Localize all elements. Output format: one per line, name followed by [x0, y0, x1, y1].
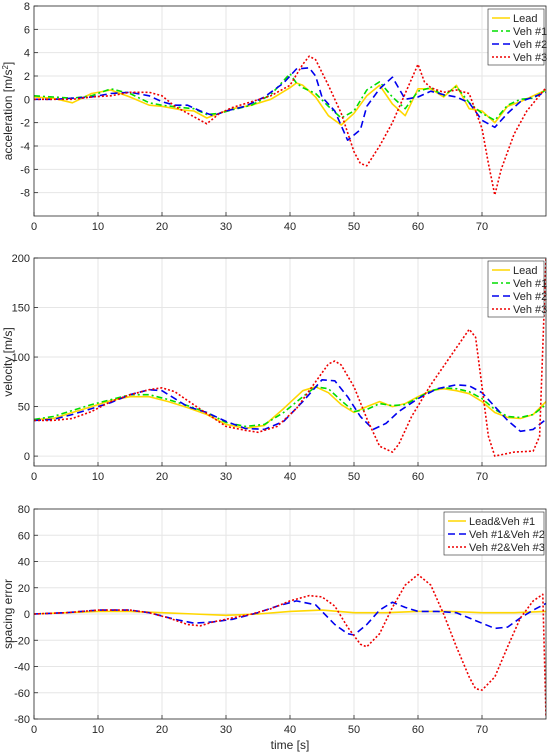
series-line-1: [34, 609, 546, 617]
series-group: [34, 258, 546, 457]
series-group: [34, 55, 546, 196]
y-tick-label: 100: [12, 352, 30, 364]
x-tick-label: 60: [412, 221, 424, 233]
y-tick-label: -40: [14, 662, 30, 674]
y-tick-label: 50: [18, 402, 30, 414]
legend-entry: Lead&Veh #1: [469, 516, 535, 528]
y-axis-label: acceleration [m/s2]: [1, 62, 16, 161]
y-tick-label: 6: [24, 24, 30, 36]
x-tick-label: 30: [220, 471, 232, 483]
chart-panel-3: 0 10 20 30 40 50 60 70 -80 -60 -40 -20 0 20 40 60 80 Lead…: [1, 504, 547, 752]
x-tick-label: 50: [348, 221, 360, 233]
x-tick-label: 0: [31, 724, 37, 736]
y-tick-label: -60: [14, 688, 30, 700]
legend-entry: Lead: [513, 265, 537, 277]
series-line-3: [34, 379, 546, 433]
y-tick-label: -20: [14, 635, 30, 647]
legend-entry: Veh #3: [513, 304, 547, 316]
legend-entry: Veh #3: [513, 52, 547, 64]
legend-entry: Veh #2: [513, 39, 547, 51]
legend-entry: Veh #1: [513, 26, 547, 38]
x-tick-label: 70: [476, 221, 488, 233]
y-axis-label: velocity [m/s]: [1, 327, 15, 396]
y-tick-label: -4: [20, 141, 30, 153]
x-tick-label: 20: [156, 471, 168, 483]
y-tick-label: 8: [24, 1, 30, 13]
x-tick-label: 0: [31, 471, 37, 483]
x-tick-label: 60: [412, 471, 424, 483]
series-line-4: [34, 55, 546, 196]
y-tick-label: 40: [18, 557, 30, 569]
x-axis-label: time [s]: [271, 738, 310, 752]
axes-box: [33, 257, 547, 467]
x-tick-label: 10: [92, 724, 104, 736]
x-tick-label: 50: [348, 471, 360, 483]
axes-box: [33, 508, 547, 720]
series-group: [34, 573, 546, 717]
y-tick-label: 150: [12, 303, 30, 315]
series-line-2: [34, 386, 546, 428]
y-tick-label: 2: [24, 71, 30, 83]
x-tick-label: 20: [156, 724, 168, 736]
legend-entry: Lead: [513, 13, 537, 25]
y-tick-label: 60: [18, 530, 30, 542]
y-tick-label: 4: [24, 48, 30, 60]
x-tick-label: 70: [476, 471, 488, 483]
x-tick-label: 10: [92, 471, 104, 483]
x-tick-label: 30: [220, 724, 232, 736]
y-tick-label: -8: [20, 188, 30, 200]
legend-entry: Veh #2: [513, 291, 547, 303]
y-tick-label: 0: [24, 609, 30, 621]
x-tick-label: 40: [284, 471, 296, 483]
series-line-1: [34, 386, 546, 430]
x-tick-label: 70: [476, 724, 488, 736]
y-axis-label: spacing error: [1, 579, 15, 649]
y-tick-label: -6: [20, 164, 30, 176]
x-tick-label: 50: [348, 724, 360, 736]
y-tick-label: -80: [14, 714, 30, 726]
x-tick-label: 20: [156, 221, 168, 233]
x-tick-label: 60: [412, 724, 424, 736]
y-tick-label: 200: [12, 253, 30, 265]
x-tick-label: 30: [220, 221, 232, 233]
legend-entry: Veh #1&Veh #2: [469, 529, 545, 541]
y-tick-label: 20: [18, 583, 30, 595]
x-tick-label: 10: [92, 221, 104, 233]
x-tick-label: 0: [31, 221, 37, 233]
y-tick-label: 0: [24, 94, 30, 106]
x-tick-label: 40: [284, 724, 296, 736]
y-tick-label: -2: [20, 118, 30, 130]
series-line-4: [34, 258, 546, 457]
legend-entry: Veh #1: [513, 278, 547, 290]
y-tick-label: 80: [18, 504, 30, 516]
series-line-1: [34, 82, 546, 126]
series-line-3: [34, 573, 546, 717]
legend-entry: Veh #2&Veh #3: [469, 542, 545, 554]
y-tick-label: 0: [24, 451, 30, 463]
axes-box: [33, 5, 547, 217]
x-tick-label: 40: [284, 221, 296, 233]
